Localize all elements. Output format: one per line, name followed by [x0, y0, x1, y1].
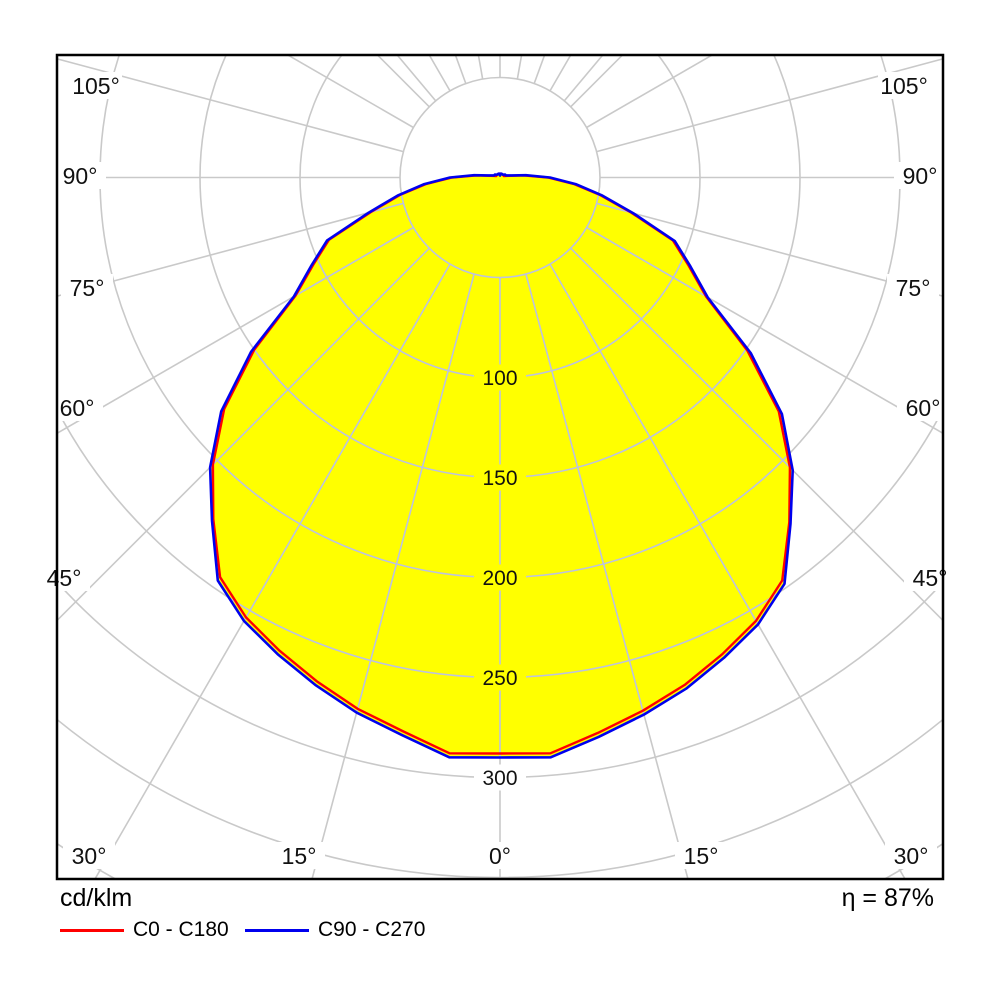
efficiency-label: η = 87% [841, 884, 934, 912]
radial-tick-label: 250 [482, 667, 517, 690]
legend-item-c0: C0 - C180 [60, 916, 229, 944]
grid-radial--15deg [250, 273, 475, 758]
grid-radial-60deg [586, 226, 943, 435]
angle-label-bg [474, 842, 526, 869]
angle-label: 90° [903, 163, 938, 189]
radial-tick-bg [474, 364, 526, 391]
radial-tick-labels: 100 150 200 250 300 [474, 364, 526, 791]
grid-radial--105deg [57, 57, 404, 153]
plot-border [55, 53, 945, 881]
unit-label: cd/klm [60, 884, 133, 912]
grid-radial--75deg [57, 202, 404, 298]
angle-label-bg [878, 72, 930, 99]
grid-radial-15deg [525, 273, 750, 758]
radial-tick-label: 100 [482, 367, 517, 390]
angle-label-bg [894, 162, 946, 189]
angle-labels: 105° 90° 75° 60° 45° 30° 15° 0° 15° 30° 105° 90° 75°… [38, 72, 956, 869]
angle-label: 90° [63, 163, 98, 189]
radial-tick-label: 150 [482, 467, 517, 490]
c90-c270-curve [208, 172, 794, 759]
angle-label: 60° [60, 395, 95, 421]
angle-label-bg [61, 274, 113, 301]
legend-item-c90: C90 - C270 [245, 916, 425, 944]
angle-label-bg [70, 72, 122, 99]
angle-label-bg [38, 564, 90, 591]
angle-label: 60° [906, 395, 941, 421]
radial-tick-label: 200 [482, 567, 517, 590]
angle-label: 15° [282, 843, 317, 869]
angle-label-bg [51, 394, 103, 421]
angle-label-bg [54, 162, 106, 189]
grid-radial--45deg [210, 247, 430, 758]
radial-tick-label: 300 [482, 767, 517, 790]
angle-label-bg [63, 842, 115, 869]
angle-label: 75° [896, 275, 931, 301]
radial-tick-bg [474, 564, 526, 591]
legend-line-c0-icon [60, 928, 124, 932]
angle-label: 45° [913, 565, 948, 591]
grid-radial-75deg [596, 202, 943, 298]
angle-label-bg [675, 842, 727, 869]
radial-tick-bg [474, 664, 526, 691]
angle-label-bg [897, 394, 949, 421]
angle-label-bg [904, 564, 956, 591]
angle-label-bg [887, 274, 939, 301]
grid-radial-105deg [596, 57, 943, 153]
angle-label: 105° [72, 73, 120, 99]
angle-label: 30° [72, 843, 107, 869]
legend-label-c0: C0 - C180 [133, 918, 229, 941]
grid-radial--60deg [57, 226, 414, 435]
legend: C0 - C180 C90 - C270 [60, 916, 660, 944]
legend-line-c90-icon [245, 928, 309, 932]
radial-tick-bg [474, 764, 526, 791]
radial-tick-bg [474, 464, 526, 491]
angle-label: 15° [684, 843, 719, 869]
angle-label: 0° [489, 843, 511, 869]
angle-label-bg [273, 842, 325, 869]
angle-label: 105° [880, 73, 928, 99]
angle-label: 30° [894, 843, 929, 869]
angle-label: 75° [70, 275, 105, 301]
angle-label: 45° [47, 565, 82, 591]
angle-label-bg [885, 842, 937, 869]
legend-label-c90: C90 - C270 [318, 918, 426, 941]
grid-radial-45deg [570, 247, 793, 758]
